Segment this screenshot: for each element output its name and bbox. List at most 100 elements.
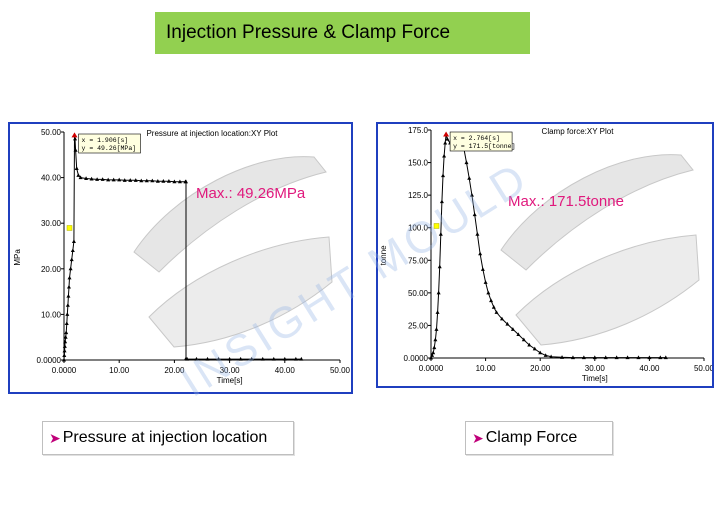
max-marker	[443, 131, 450, 137]
data-point	[111, 177, 116, 182]
data-point	[66, 293, 71, 298]
data-point	[436, 290, 441, 295]
data-point	[194, 356, 199, 361]
data-point	[475, 232, 480, 236]
data-point	[538, 350, 543, 355]
cursor-marker	[433, 223, 440, 229]
data-point	[205, 356, 210, 361]
data-point	[636, 355, 641, 360]
tooltip-line: x = 2.764[s]	[453, 135, 500, 142]
data-point	[62, 353, 67, 357]
data-point	[489, 298, 494, 303]
caption-pressure-label: Pressure at injection location	[62, 429, 268, 446]
data-point	[510, 327, 515, 331]
data-point	[144, 178, 149, 183]
data-point	[521, 337, 526, 342]
cursor-marker	[66, 225, 73, 231]
data-point	[443, 140, 448, 145]
data-point	[155, 179, 160, 183]
y-tick-label: 50.00	[41, 128, 62, 137]
y-axis-label: MPa	[13, 249, 22, 266]
data-point	[483, 280, 488, 284]
caption-clamp: ➤ Clamp Force	[465, 421, 613, 455]
data-point	[430, 353, 435, 357]
data-point	[445, 136, 450, 141]
tooltip-line: y = 171.5[tonne]	[453, 143, 515, 150]
data-point	[161, 179, 166, 183]
data-point	[614, 355, 619, 360]
data-point	[227, 356, 232, 361]
data-point	[100, 177, 105, 181]
data-point	[70, 248, 75, 253]
data-point	[73, 136, 78, 141]
data-point	[166, 179, 171, 183]
chart-title: Clamp force:XY Plot	[542, 127, 615, 136]
data-point	[437, 264, 442, 269]
data-point	[592, 355, 597, 360]
data-point	[63, 339, 68, 344]
data-point	[64, 321, 69, 326]
data-point	[185, 356, 190, 361]
data-point	[299, 356, 304, 361]
data-point	[469, 192, 474, 197]
data-point	[238, 356, 243, 361]
data-point	[71, 239, 76, 243]
data-point	[216, 356, 221, 361]
data-point	[527, 342, 532, 347]
max-marker	[71, 132, 78, 138]
data-point	[117, 177, 122, 182]
data-point	[543, 353, 548, 357]
data-point	[271, 356, 276, 361]
data-point	[464, 160, 469, 165]
data-point	[658, 355, 663, 360]
x-tick-label: 40.00	[275, 366, 296, 375]
chart-title: Pressure at injection location:XY Plot	[146, 129, 278, 138]
data-point	[603, 355, 608, 360]
data-point	[499, 316, 504, 321]
tooltip-line: y = 49.26[MPa]	[82, 145, 137, 152]
data-point	[249, 356, 254, 361]
data-point	[282, 356, 287, 361]
x-tick-label: 30.00	[585, 364, 606, 373]
data-point	[67, 275, 72, 280]
y-tick-label: 175.0	[408, 126, 429, 135]
data-point	[172, 179, 177, 184]
data-point	[73, 148, 78, 152]
data-point	[89, 176, 94, 181]
x-tick-label: 10.00	[476, 364, 497, 373]
data-point	[177, 179, 182, 184]
arrow-bullet-icon: ➤	[472, 429, 484, 446]
x-tick-label: 50.00	[694, 364, 712, 373]
data-point	[505, 321, 510, 326]
data-point	[438, 232, 443, 236]
y-tick-label: 50.00	[408, 289, 429, 298]
pressure-chart-panel: Pressure at injection location:XY Plot 0.…	[8, 122, 353, 394]
data-point	[581, 355, 586, 360]
x-tick-label: 20.00	[530, 364, 551, 373]
tooltip-line: x = 1.906[s]	[82, 137, 129, 144]
data-point	[64, 330, 69, 335]
data-point	[68, 266, 73, 271]
x-tick-label: 40.00	[639, 364, 660, 373]
y-tick-label: 75.00	[408, 256, 429, 265]
max-annotation: Max.: 171.5tonne	[508, 193, 624, 210]
data-point	[69, 257, 74, 262]
x-tick-label: 20.00	[164, 366, 185, 375]
data-point	[65, 312, 70, 316]
data-point	[516, 332, 521, 337]
data-point	[625, 355, 630, 360]
caption-clamp-label: Clamp Force	[485, 429, 578, 446]
data-point	[439, 199, 444, 204]
x-axis-label: Time[s]	[217, 376, 243, 385]
data-point	[66, 284, 71, 289]
tooltip-box	[78, 133, 141, 154]
y-tick-label: 150.0	[408, 159, 429, 168]
y-tick-label: 40.00	[41, 174, 62, 183]
data-point	[183, 179, 188, 184]
data-point	[647, 355, 652, 360]
data-point	[478, 251, 483, 256]
data-point	[128, 178, 133, 182]
y-tick-label: 30.00	[41, 219, 62, 228]
slide-title-text: Injection Pressure & Clamp Force	[166, 22, 451, 43]
part-shape-lower	[148, 236, 333, 348]
